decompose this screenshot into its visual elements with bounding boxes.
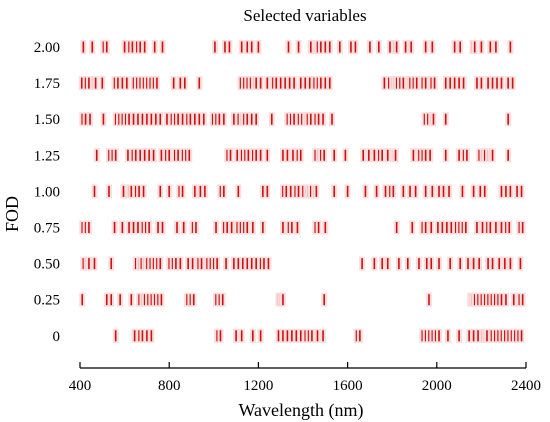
row-2-00: 2.00 (34, 40, 514, 56)
y-axis-label: FOD (2, 196, 22, 232)
y-tick-label: 1.75 (34, 76, 60, 92)
row-0: 0 (53, 328, 525, 345)
row-0-25: 0.25 (34, 292, 526, 309)
row-1-00: 1.00 (34, 184, 525, 200)
row-0-75: 0.75 (34, 220, 526, 237)
x-tick-label: 400 (69, 378, 92, 394)
y-tick-label: 0.25 (34, 293, 60, 309)
x-tick-label: 2000 (422, 378, 452, 394)
chart-title: Selected variables (243, 6, 366, 25)
y-tick-label: 0 (53, 329, 61, 345)
y-tick-label: 1.25 (34, 148, 60, 164)
axes: 400 800 1200 1600 2000 2400 (69, 362, 541, 394)
y-tick-label: 2.00 (34, 40, 60, 56)
x-tick-label: 800 (158, 378, 181, 394)
x-tick-label: 2400 (511, 378, 541, 394)
y-tick-label: 1.50 (34, 112, 60, 128)
y-tick-label: 0.50 (34, 257, 60, 273)
x-axis-label: Wavelength (nm) (238, 400, 363, 421)
y-tick-label: 1.00 (34, 184, 60, 200)
x-tick-label: 1600 (333, 378, 363, 394)
row-1-75: 1.75 (34, 76, 516, 92)
row-1-25: 1.25 (34, 148, 512, 164)
y-tick-label: 0.75 (34, 221, 60, 237)
plot-rows: 2.00 1.75 1.50 1.25 1.00 0.75 0.50 0.25 0 (34, 40, 526, 345)
row-0-50: 0.50 (34, 256, 524, 273)
row-1-50: 1.50 (34, 112, 512, 128)
x-tick-label: 1200 (243, 378, 273, 394)
